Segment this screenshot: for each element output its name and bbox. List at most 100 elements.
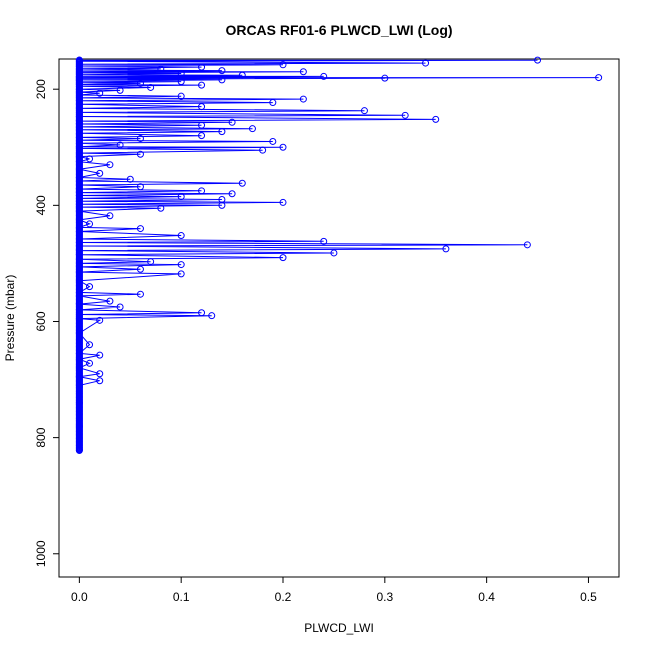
- data-point: [75, 355, 83, 363]
- data-point: [116, 86, 124, 94]
- x-tick-label: 0.1: [173, 590, 190, 604]
- data-point: [136, 290, 144, 298]
- data-point: [75, 292, 83, 300]
- data-point: [75, 259, 83, 267]
- data-point: [75, 158, 83, 166]
- data-point: [147, 258, 155, 266]
- data-point: [177, 193, 185, 201]
- data-point: [177, 78, 185, 86]
- data-point: [218, 128, 226, 136]
- data-point: [106, 297, 114, 305]
- x-tick-label: 0.2: [275, 590, 292, 604]
- data-point: [147, 83, 155, 91]
- data-point: [75, 373, 83, 381]
- data-point: [75, 239, 83, 247]
- data-point: [523, 241, 531, 249]
- data-point: [75, 165, 83, 173]
- data-point: [198, 187, 206, 195]
- data-point: [136, 225, 144, 233]
- data-point: [75, 177, 83, 185]
- plot-marks: [75, 56, 603, 454]
- data-point: [177, 92, 185, 100]
- data-point: [218, 76, 226, 84]
- data-point: [259, 146, 267, 154]
- data-point: [177, 70, 185, 78]
- y-tick-label: 1000: [34, 540, 48, 567]
- data-point: [75, 57, 83, 65]
- data-point: [136, 183, 144, 191]
- data-point: [96, 169, 104, 177]
- data-point: [86, 283, 94, 291]
- data-point: [75, 227, 83, 235]
- data-point: [136, 265, 144, 273]
- data-point: [279, 143, 287, 151]
- data-point: [157, 65, 165, 73]
- data-point: [75, 255, 83, 263]
- data-point: [401, 111, 409, 119]
- data-point: [86, 359, 94, 367]
- data-point: [218, 67, 226, 75]
- y-tick-label: 400: [34, 195, 48, 215]
- data-point: [75, 364, 83, 372]
- data-point: [75, 153, 83, 161]
- data-point: [126, 175, 134, 183]
- data-point: [75, 251, 83, 259]
- data-point: [136, 135, 144, 143]
- data-point: [198, 121, 206, 129]
- data-point: [136, 150, 144, 158]
- x-tick-label: 0.3: [376, 590, 393, 604]
- data-point: [75, 216, 83, 224]
- y-tick-label: 800: [34, 427, 48, 447]
- data-point: [299, 68, 307, 76]
- data-point: [75, 200, 83, 208]
- data-point: [228, 190, 236, 198]
- data-point: [86, 220, 94, 228]
- data-point: [279, 61, 287, 69]
- y-tick-label: 200: [34, 79, 48, 99]
- y-axis-label: Pressure (mbar): [3, 275, 17, 362]
- data-point: [75, 235, 83, 243]
- data-point: [136, 79, 144, 87]
- data-point: [116, 303, 124, 311]
- data-point: [75, 381, 83, 389]
- data-point: [422, 59, 430, 67]
- data-point: [360, 107, 368, 115]
- data-point: [75, 311, 83, 319]
- data-point: [75, 100, 83, 108]
- data-point: [75, 149, 83, 157]
- data-point: [96, 377, 104, 385]
- data-point: [238, 179, 246, 187]
- data-point: [75, 263, 83, 271]
- data-point: [75, 399, 83, 407]
- data-point: [299, 95, 307, 103]
- y-tick-label: 600: [34, 311, 48, 331]
- data-point: [96, 316, 104, 324]
- x-axis: 0.0 0.1 0.2 0.3 0.4 0.5: [71, 576, 597, 604]
- data-point: [75, 288, 83, 296]
- data-point: [228, 118, 236, 126]
- x-tick-label: 0.4: [478, 590, 495, 604]
- chart-title: ORCAS RF01-6 PLWCD_LWI (Log): [225, 22, 452, 38]
- data-point: [208, 312, 216, 320]
- data-point: [157, 204, 165, 212]
- data-point: [75, 422, 83, 430]
- data-point: [320, 72, 328, 80]
- data-point: [198, 132, 206, 140]
- data-point: [86, 155, 94, 163]
- data-point: [381, 74, 389, 82]
- data-point: [218, 201, 226, 209]
- data-point: [75, 268, 83, 276]
- data-point: [75, 247, 83, 255]
- data-point: [198, 63, 206, 71]
- data-point: [320, 237, 328, 245]
- data-point: [106, 212, 114, 220]
- data-point: [75, 144, 83, 152]
- data-point: [75, 207, 83, 215]
- data-point: [75, 181, 83, 189]
- data-point: [177, 270, 185, 278]
- data-point: [75, 126, 83, 134]
- data-point: [269, 99, 277, 107]
- data-point: [75, 108, 83, 116]
- data-point: [75, 104, 83, 112]
